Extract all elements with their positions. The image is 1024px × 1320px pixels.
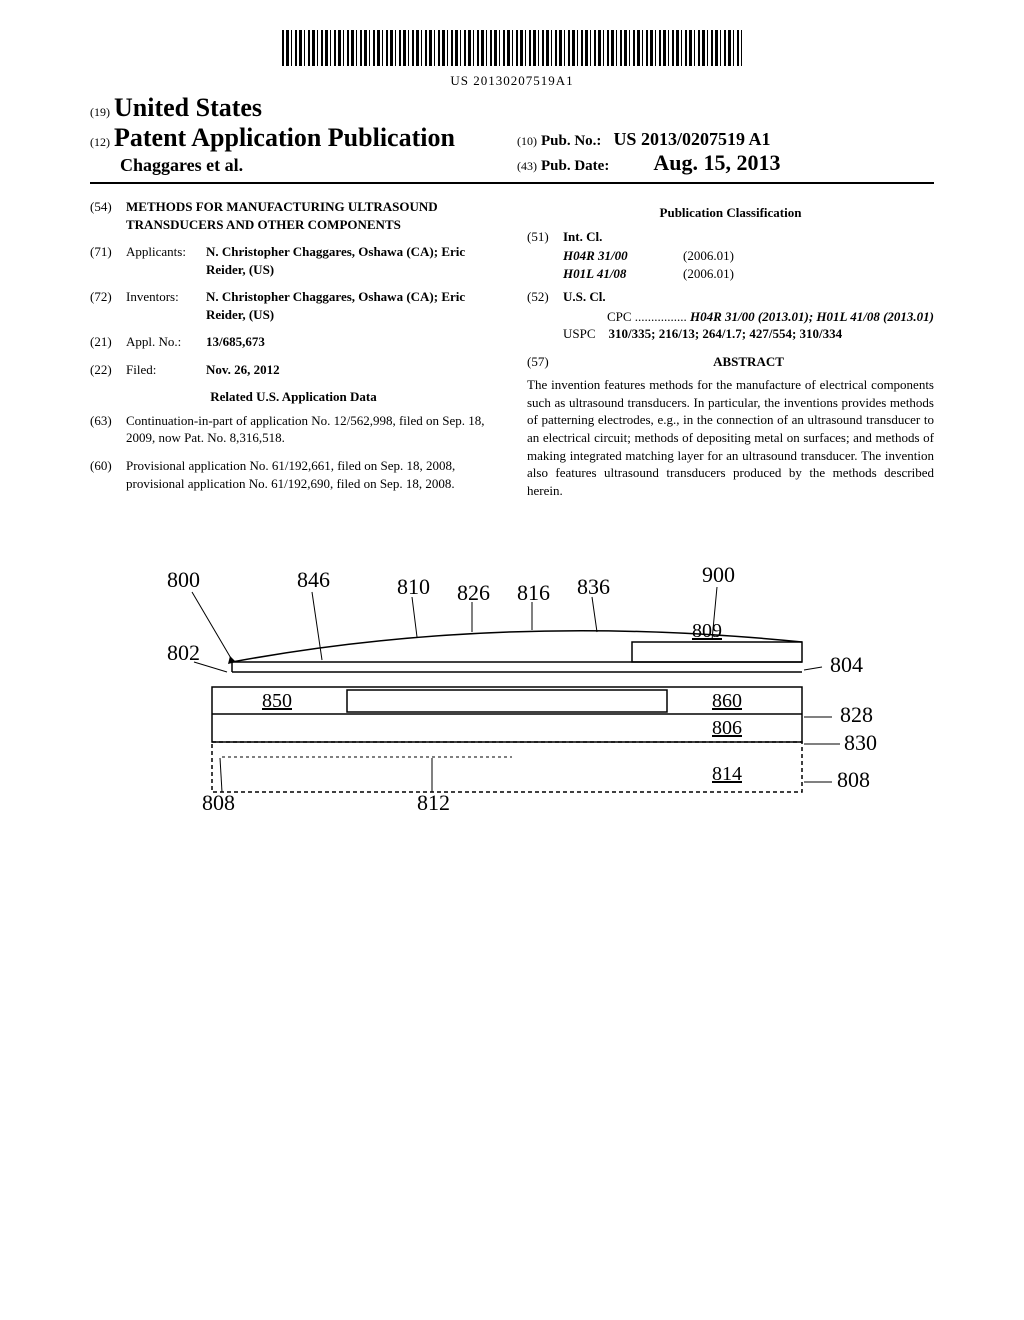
- ref-812: 812: [417, 790, 450, 812]
- ref-814: 814: [712, 763, 742, 785]
- ref-804: 804: [830, 652, 863, 677]
- pub-type-code: (12): [90, 135, 110, 149]
- cpc-label: CPC: [607, 309, 632, 324]
- prov-text: Provisional application No. 61/192,661, …: [126, 457, 497, 492]
- right-column: Publication Classification (51) Int. Cl.…: [527, 198, 934, 502]
- ref-900: 900: [702, 562, 735, 587]
- applicants-value: N. Christopher Chaggares, Oshawa (CA); E…: [206, 244, 465, 277]
- ref-810: 810: [397, 574, 430, 599]
- ref-806: 806: [712, 717, 742, 739]
- appl-code: (21): [90, 333, 126, 351]
- header-divider: [90, 182, 934, 184]
- classification-heading: Publication Classification: [527, 204, 934, 222]
- uspc-label: USPC: [563, 326, 596, 341]
- barcode-text: US 20130207519A1: [90, 73, 934, 89]
- ref-826: 826: [457, 580, 490, 605]
- ref-802: 802: [167, 640, 200, 665]
- uscl-label: U.S. Cl.: [563, 289, 606, 304]
- authors-line: Chaggares et al.: [120, 155, 507, 176]
- intcl-code: (51): [527, 228, 563, 246]
- ref-860: 860: [712, 690, 742, 712]
- inventors-label: Inventors:: [126, 288, 206, 323]
- related-heading: Related U.S. Application Data: [90, 388, 497, 406]
- appl-label: Appl. No.:: [126, 333, 206, 351]
- body-columns: (54) METHODS FOR MANUFACTURING ULTRASOUN…: [90, 198, 934, 502]
- abstract-code: (57): [527, 353, 563, 371]
- uscl-code: (52): [527, 288, 563, 306]
- ref-809: 809: [692, 620, 722, 642]
- abstract-text: The invention features methods for the m…: [527, 376, 934, 499]
- ref-830: 830: [844, 730, 877, 755]
- abstract-label: ABSTRACT: [713, 354, 784, 369]
- header: (19) United States (12) Patent Applicati…: [90, 93, 934, 176]
- intcl-label: Int. Cl.: [563, 229, 602, 244]
- invention-title: METHODS FOR MANUFACTURING ULTRASOUND TRA…: [126, 198, 497, 233]
- filed-value: Nov. 26, 2012: [206, 362, 280, 377]
- pubdate-value: Aug. 15, 2013: [653, 150, 780, 175]
- pubno-label: Pub. No.:: [541, 133, 601, 149]
- barcode-graphic: [282, 30, 742, 66]
- figure-svg: 800 846 810 826 816 836 900 802 809 804 …: [132, 532, 892, 812]
- ref-808-left: 808: [202, 790, 235, 812]
- appl-value: 13/685,673: [206, 334, 265, 349]
- ref-816: 816: [517, 580, 550, 605]
- cont-text: Continuation-in-part of application No. …: [126, 412, 497, 447]
- intcl-2-year: (2006.01): [683, 265, 734, 283]
- uspc-value: 310/335; 216/13; 264/1.7; 427/554; 310/3…: [609, 326, 843, 341]
- intcl-1-code: H04R 31/00: [563, 247, 683, 265]
- applicants-label: Applicants:: [126, 243, 206, 278]
- inventors-code: (72): [90, 288, 126, 323]
- ref-836: 836: [577, 574, 610, 599]
- barcode-block: US 20130207519A1: [90, 30, 934, 89]
- filed-code: (22): [90, 361, 126, 379]
- pubdate-label: Pub. Date:: [541, 158, 609, 174]
- figure: 800 846 810 826 816 836 900 802 809 804 …: [90, 532, 934, 817]
- cont-code: (63): [90, 412, 126, 447]
- cpc-value: H04R 31/00 (2013.01); H01L 41/08 (2013.0…: [690, 309, 934, 324]
- pubno-code: (10): [517, 134, 537, 148]
- ref-800: 800: [167, 567, 200, 592]
- pub-type: Patent Application Publication: [114, 123, 455, 152]
- country-code: (19): [90, 105, 110, 119]
- filed-label: Filed:: [126, 361, 206, 379]
- title-code: (54): [90, 198, 126, 233]
- inventors-value: N. Christopher Chaggares, Oshawa (CA); E…: [206, 289, 465, 322]
- pubdate-code: (43): [517, 159, 537, 173]
- ref-850: 850: [262, 690, 292, 712]
- intcl-1-year: (2006.01): [683, 247, 734, 265]
- left-column: (54) METHODS FOR MANUFACTURING ULTRASOUN…: [90, 198, 497, 502]
- ref-828: 828: [840, 702, 873, 727]
- country-name: United States: [114, 93, 262, 122]
- pubno-value: US 2013/0207519 A1: [613, 129, 770, 149]
- ref-808-right: 808: [837, 767, 870, 792]
- ref-846: 846: [297, 567, 330, 592]
- intcl-2-code: H01L 41/08: [563, 265, 683, 283]
- applicants-code: (71): [90, 243, 126, 278]
- prov-code: (60): [90, 457, 126, 492]
